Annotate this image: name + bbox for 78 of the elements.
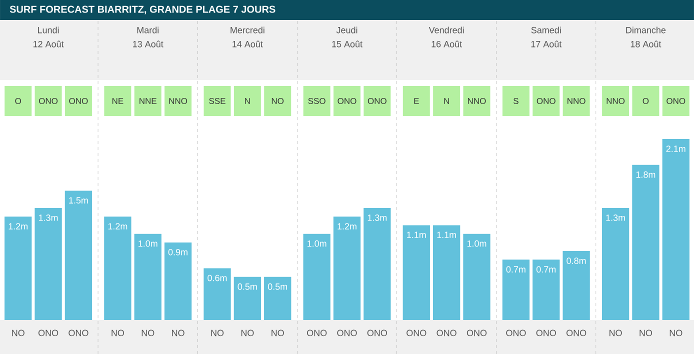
data-label: 1.0m [308, 240, 326, 247]
x-tick-label: ONO [68, 330, 88, 336]
data-label: 1.3m [38, 214, 58, 221]
text: 12 Août [33, 40, 64, 48]
x-tick-label: ONO [337, 330, 357, 336]
data-label: 0.9m [168, 248, 188, 256]
x-tick-label: NO [172, 330, 184, 336]
text: Mercredi [230, 26, 264, 34]
text: SSO [308, 98, 326, 104]
x-tick-label: ONO [406, 330, 426, 336]
x-tick-label: NO [610, 330, 622, 336]
text: NNE [140, 98, 156, 104]
text: Mardi [137, 26, 159, 34]
text: Dimanche [626, 26, 666, 34]
text: 17 Août [531, 40, 562, 48]
text: 18 Août [630, 40, 662, 48]
text: SSE [209, 98, 226, 104]
x-tick-label: ONO [367, 330, 387, 336]
data-label: 0.5m [268, 283, 288, 290]
text: 13 Août [133, 40, 164, 48]
text: NE [112, 98, 124, 104]
text: 15 Août [332, 40, 362, 48]
text: N [444, 98, 449, 104]
text: N [245, 98, 250, 104]
text: NO [272, 98, 284, 104]
data-label: 1.1m [437, 232, 456, 238]
text: ONO [666, 98, 686, 104]
text: ONO [69, 98, 88, 104]
x-tick-label: NO [670, 330, 682, 336]
chart-title: SURF FORECAST BIARRITZ, GRANDE PLAGE 7 JOURS [10, 6, 276, 14]
x-tick-label: ONO [536, 330, 556, 336]
text: Samedi [531, 26, 561, 34]
text: Lundi [38, 26, 59, 34]
text: NNO [568, 98, 586, 104]
x-tick-label: NO [241, 330, 254, 336]
data-label: 0.5m [238, 283, 257, 290]
x-tick-label: NO [211, 330, 224, 336]
text: O [642, 98, 649, 104]
data-label: 1.2m [8, 223, 28, 230]
data-label: 1.0m [467, 240, 486, 247]
x-tick-label: NO [112, 330, 124, 336]
text: Jeudi [336, 26, 358, 34]
text: 14 Août [232, 40, 263, 48]
x-tick-label: ONO [566, 330, 586, 336]
data-label: 0.8m [566, 257, 586, 264]
text: NNO [468, 98, 486, 104]
text: ONO [368, 98, 386, 104]
data-label: 1.2m [108, 223, 128, 230]
x-tick-label: ONO [466, 330, 487, 336]
text: Vendredi [428, 26, 464, 34]
text: 16 Août [432, 40, 462, 48]
text: O [15, 98, 22, 104]
data-label: 1.0m [138, 240, 158, 247]
x-tick-label: ONO [436, 330, 456, 336]
data-label: 0.7m [506, 266, 526, 272]
x-tick-label: ONO [307, 330, 327, 336]
text: ONO [338, 98, 356, 104]
text: ONO [39, 98, 58, 104]
data-label: 0.7m [536, 266, 556, 272]
x-tick-label: NO [12, 330, 24, 336]
data-label: 1.1m [407, 232, 426, 238]
x-tick-label: NO [272, 330, 284, 336]
x-tick-label: ONO [38, 330, 58, 336]
data-label: 1.3m [368, 214, 387, 221]
text: E [414, 98, 419, 104]
data-label: 1.8m [636, 171, 656, 178]
data-label: 1.2m [338, 223, 356, 230]
text: S [514, 98, 518, 104]
text: NNO [606, 98, 625, 104]
data-label: 0.6m [208, 274, 227, 282]
x-tick-label: NO [142, 330, 154, 336]
text: NNO [169, 98, 188, 104]
x-tick-label: ONO [506, 330, 526, 336]
data-label: 1.3m [606, 214, 625, 221]
text: ONO [536, 98, 556, 104]
data-label: 2.1m [666, 145, 686, 152]
data-label: 1.5m [69, 197, 88, 204]
x-tick-label: NO [640, 330, 652, 336]
